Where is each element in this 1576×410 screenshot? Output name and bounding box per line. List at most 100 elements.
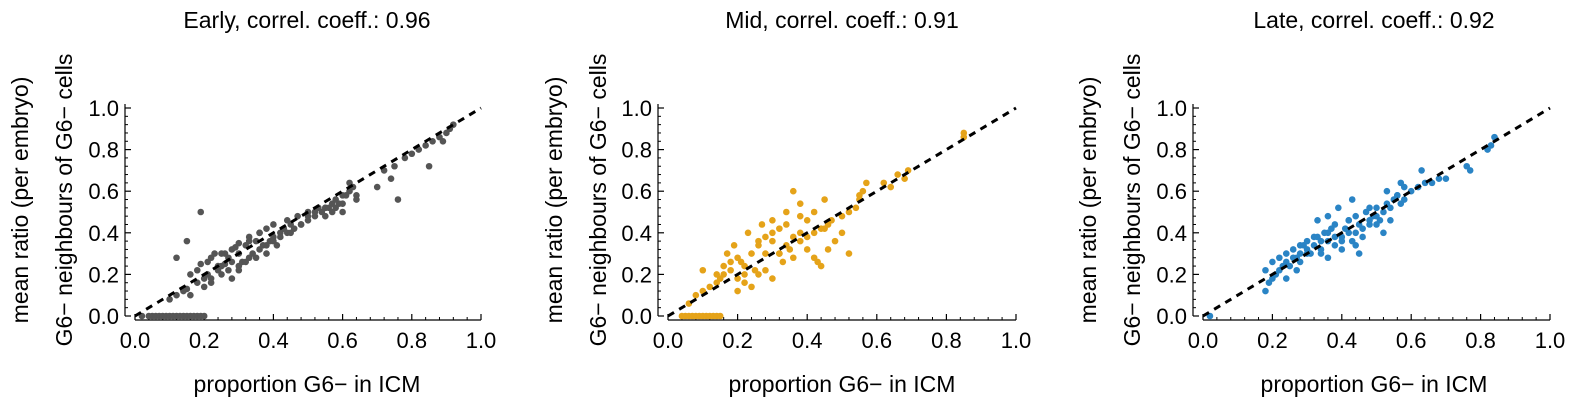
data-point [270,221,277,228]
x-tick-label: 0.8 [397,328,428,353]
data-point [783,221,790,228]
data-point [1331,241,1339,249]
data-point [394,196,402,203]
data-point [845,250,853,257]
data-point [1387,217,1394,224]
data-point [228,275,236,282]
x-tick-label: 0.8 [1465,328,1496,353]
data-point [796,237,804,245]
x-axis-label: proportion G6− in ICM [194,371,421,397]
data-point [252,254,260,262]
x-tick-label: 1.0 [1001,328,1032,353]
data-point [1338,246,1346,253]
reference-line [667,106,1017,318]
data-point [1296,241,1304,249]
x-tick-label: 0.0 [120,328,151,353]
data-point [1338,237,1346,245]
data-point [235,239,243,247]
data-point [218,271,225,278]
data-point [1317,250,1325,257]
data-point [1262,287,1269,295]
data-point [838,229,846,237]
data-point [228,246,236,253]
data-point [1324,229,1332,237]
data-point [727,266,734,274]
y-tick-label: 0.2 [621,262,652,287]
data-point [187,291,194,299]
data-point [335,200,343,207]
data-point [748,250,755,257]
data-point [762,250,769,257]
data-point [1366,217,1373,224]
data-point [1324,212,1332,220]
data-point [211,250,218,257]
data-point [755,237,762,245]
data-point [796,212,804,220]
y-tick-label: 1.0 [1156,96,1187,121]
x-tick-label: 0.4 [1327,328,1358,353]
data-point [245,237,253,245]
data-point [894,171,901,178]
data-point [758,221,766,228]
data-point [263,250,270,257]
data-point [235,266,243,274]
data-point [779,258,787,266]
data-point [901,175,908,183]
data-point [796,200,804,207]
data-point [387,175,395,183]
y-tick-label: 0.6 [88,179,119,204]
data-point [1324,254,1332,262]
x-tick-label: 0.4 [258,328,289,353]
data-point [720,271,727,278]
data-point [723,250,731,257]
y-axis-label-line1: mean ratio (per embryo) [541,77,567,324]
data-point [692,291,700,299]
data-point [803,246,811,253]
data-point [1418,167,1425,174]
x-tick-label: 0.0 [653,328,684,353]
y-tick-label: 0.4 [621,221,652,246]
data-point [863,179,870,187]
data-point [824,246,832,253]
data-point [734,254,741,262]
data-point [422,142,429,149]
y-axis-label-line1: mean ratio (per embryo) [7,77,33,324]
y-tick-label: 1.0 [88,96,119,121]
y-tick-label: 0.6 [621,179,652,204]
data-point [1269,258,1276,266]
data-point [200,312,208,320]
data-point [1400,196,1408,203]
data-point [193,266,201,274]
data-point [1373,204,1380,212]
data-point [1359,225,1366,232]
data-point [880,179,888,187]
data-point [263,225,270,232]
data-point [322,212,329,220]
data-point [845,208,853,216]
data-point [1373,221,1380,228]
data-point [744,229,752,237]
x-tick-label: 0.8 [931,328,962,353]
data-point [1310,233,1318,241]
x-tick-label: 0.6 [862,328,893,353]
chart-title: Mid, correl. coeff.: 0.91 [725,7,959,33]
chart-mid: Mid, correl. coeff.: 0.91 mean ratio (pe… [541,7,1031,397]
data-point [1394,192,1401,199]
chart-early: Early, correl. coeff.: 0.96 mean ratio (… [7,7,496,397]
y-tick-label: 0.6 [1156,179,1187,204]
data-point [342,192,350,199]
x-tick-label: 0.4 [792,328,823,353]
data-point [1352,229,1359,237]
x-axis-label: proportion G6− in ICM [1261,371,1488,397]
y-tick-label: 0.4 [88,221,119,246]
data-point [720,262,727,270]
data-point [183,237,191,245]
data-point [1317,237,1325,245]
x-tick-label: 0.2 [189,328,220,353]
data-point [207,279,215,287]
data-point [225,266,232,274]
data-point [762,266,769,274]
data-point [391,162,398,170]
data-point [439,137,447,145]
reference-line [1202,106,1551,318]
